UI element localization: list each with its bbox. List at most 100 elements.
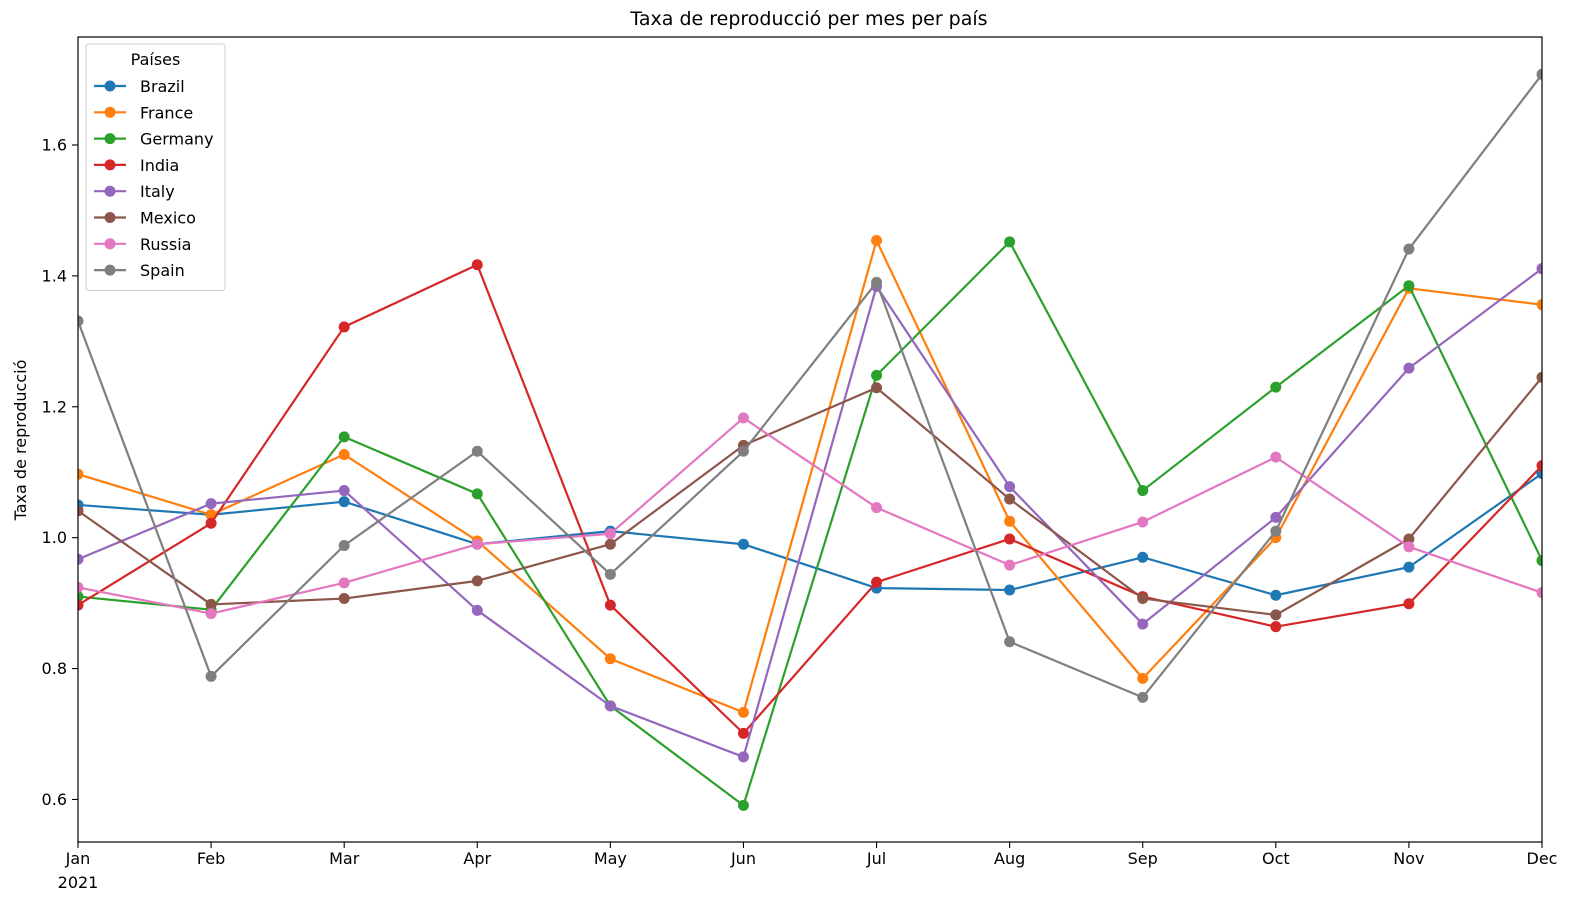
data-point-mexico	[471, 575, 483, 587]
legend-item-india: India	[94, 156, 179, 175]
x-tick-label: Apr	[463, 849, 491, 868]
data-point-italy	[604, 700, 616, 712]
data-point-spain	[1137, 691, 1149, 703]
data-point-mexico	[1137, 593, 1149, 605]
data-point-germany	[78, 591, 84, 603]
x-tick-label: May	[594, 849, 627, 868]
series-russia	[78, 412, 1542, 620]
legend-label: Spain	[140, 261, 185, 280]
legend-swatch-marker	[104, 133, 116, 145]
legend-swatch-marker	[104, 80, 116, 92]
data-point-mexico	[1403, 533, 1415, 545]
data-point-germany	[1536, 555, 1542, 567]
data-point-india	[871, 576, 883, 588]
y-tick-label: 0.6	[42, 790, 67, 809]
data-point-italy	[1004, 481, 1016, 493]
data-point-mexico	[338, 593, 350, 605]
data-point-france	[1536, 299, 1542, 311]
data-point-russia	[1004, 559, 1016, 571]
data-point-mexico	[1004, 493, 1016, 505]
x-tick-label: Oct	[1262, 849, 1290, 868]
data-point-russia	[1536, 587, 1542, 599]
series-line-germany	[78, 240, 1542, 807]
data-point-germany	[1137, 485, 1149, 497]
series-line-brazil	[78, 472, 1542, 597]
series-line-france	[78, 239, 1542, 714]
series-line-mexico	[78, 376, 1542, 617]
data-point-mexico	[1536, 371, 1542, 383]
data-point-india	[1004, 533, 1016, 545]
x-tick-label: Feb	[197, 849, 225, 868]
data-point-germany	[871, 369, 883, 381]
data-point-italy	[1137, 618, 1149, 630]
data-point-brazil	[338, 496, 350, 508]
data-point-italy	[1536, 263, 1542, 275]
legend-label: Brazil	[140, 77, 185, 96]
data-point-italy	[338, 485, 350, 497]
x-tick-label: Jun	[730, 849, 756, 868]
data-point-russia	[471, 538, 483, 550]
data-point-india	[737, 727, 749, 739]
x-tick-label: Mar	[329, 849, 360, 868]
data-point-spain	[737, 445, 749, 457]
data-point-france	[604, 653, 616, 665]
data-point-brazil	[1270, 589, 1282, 601]
legend: Países Brazil France Germany India Italy Mexic…	[85, 43, 226, 291]
data-point-russia	[205, 608, 217, 620]
data-point-spain	[338, 540, 350, 552]
data-point-italy	[205, 498, 217, 510]
chart-title: Taxa de reproducció per mes per país	[629, 8, 987, 30]
data-point-spain	[205, 670, 217, 682]
series-line-russia	[78, 416, 1542, 615]
plot-frame	[77, 36, 1543, 843]
legend-label: Germany	[140, 130, 214, 149]
data-point-brazil	[1137, 551, 1149, 563]
legend-item-spain: Spain	[94, 261, 185, 280]
legend-item-russia: Russia	[94, 235, 191, 254]
data-point-germany	[471, 488, 483, 500]
data-point-italy	[1270, 511, 1282, 523]
series-mexico	[78, 371, 1542, 621]
data-point-italy	[737, 751, 749, 763]
y-tick-label: 1.2	[42, 397, 67, 416]
data-point-mexico	[871, 382, 883, 394]
data-point-germany	[1270, 381, 1282, 393]
y-tick-label: 1.6	[42, 135, 67, 154]
data-point-mexico	[205, 598, 217, 610]
data-point-russia	[338, 577, 350, 589]
legend-item-italy: Italy	[94, 182, 175, 201]
legend-item-mexico: Mexico	[94, 209, 196, 228]
data-point-russia	[1137, 516, 1149, 528]
series-spain	[78, 68, 1542, 703]
data-point-france	[871, 235, 883, 247]
series-line-india	[78, 263, 1542, 735]
data-point-spain	[1403, 243, 1415, 255]
data-point-spain	[471, 445, 483, 457]
data-point-russia	[604, 528, 616, 540]
data-point-germany	[737, 799, 749, 811]
x-tick-label: Dec	[1527, 849, 1558, 868]
legend-label: Russia	[140, 235, 191, 254]
axes: 0.6 0.8 1.0 1.2 1.4 1.6 Jan Feb Mar Apr May Jun Jul A…	[42, 36, 1558, 892]
data-point-russia	[737, 412, 749, 424]
data-point-spain	[1004, 636, 1016, 648]
data-point-italy	[471, 604, 483, 616]
data-point-mexico	[78, 505, 84, 517]
data-point-brazil	[1403, 561, 1415, 573]
series-line-spain	[78, 73, 1542, 699]
data-point-india	[604, 599, 616, 611]
legend-swatch-marker	[104, 106, 116, 118]
series-brazil	[78, 468, 1542, 601]
data-point-spain	[1536, 68, 1542, 80]
data-point-india	[471, 259, 483, 271]
data-point-france	[338, 449, 350, 461]
series-italy	[78, 263, 1542, 763]
data-point-russia	[1270, 451, 1282, 463]
legend-swatch-marker	[104, 185, 116, 197]
plot-area	[78, 68, 1542, 811]
data-point-france	[737, 706, 749, 718]
legend-label: Mexico	[140, 209, 196, 228]
x-tick-label: Sep	[1128, 849, 1158, 868]
data-point-india	[1536, 460, 1542, 472]
